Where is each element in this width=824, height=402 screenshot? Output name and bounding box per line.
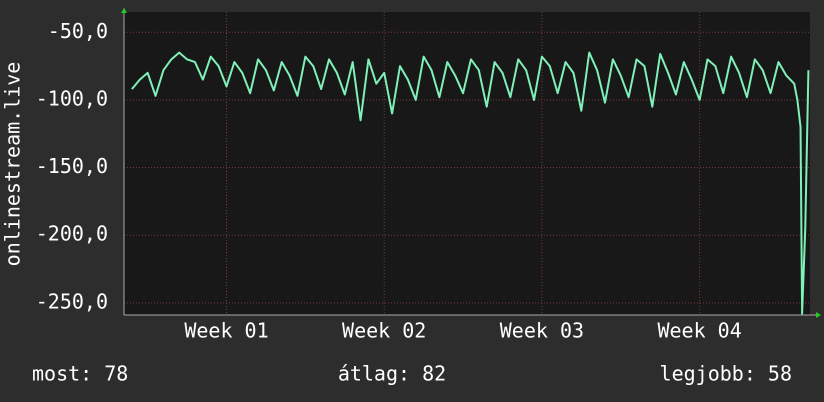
stat-best: legjobb: 58: [660, 362, 792, 386]
stat-now: most: 78: [32, 362, 128, 386]
plot-area: [124, 12, 810, 315]
y-tick-label: -250,0: [36, 289, 108, 313]
y-axis-label: onlinestream.live: [1, 62, 25, 267]
data-line: [131, 51, 810, 315]
y-tick-label: -200,0: [36, 222, 108, 246]
x-arrow: [816, 312, 821, 318]
plot: [131, 51, 810, 315]
x-tick-label: Week 03: [500, 319, 584, 343]
grid: [124, 12, 810, 315]
y-tick-label: -150,0: [36, 154, 108, 178]
x-tick-label: Week 02: [342, 319, 426, 343]
y-tick-label: -50,0: [48, 19, 108, 43]
x-tick-label: Week 04: [657, 319, 741, 343]
x-tick-label: Week 01: [184, 319, 268, 343]
y-tick-label: -100,0: [36, 86, 108, 110]
stat-avg: átlag: 82: [338, 362, 446, 386]
y-arrow: [121, 8, 127, 13]
